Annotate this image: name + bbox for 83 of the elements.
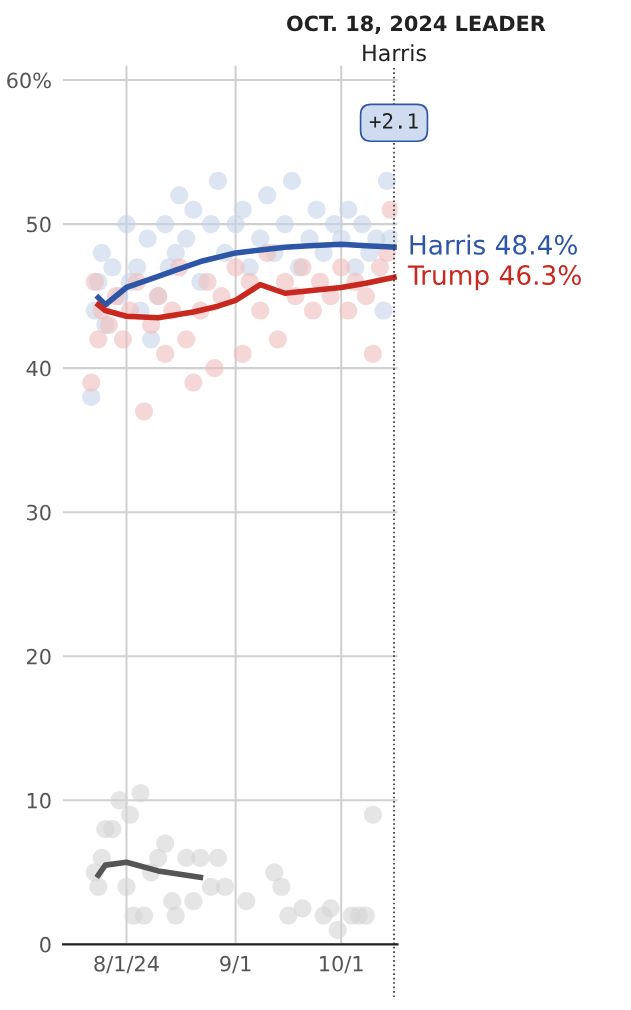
point — [307, 200, 326, 219]
point — [191, 848, 210, 867]
point — [226, 258, 245, 277]
point — [92, 243, 111, 262]
point — [156, 834, 175, 853]
point — [328, 920, 347, 939]
point — [339, 200, 358, 219]
point — [279, 906, 298, 925]
point — [377, 171, 397, 190]
point — [275, 215, 294, 234]
point — [332, 258, 351, 277]
point — [233, 344, 252, 363]
x-tick-label: 10/1 — [320, 955, 363, 974]
y-tick-label: 20 — [27, 648, 51, 665]
point — [89, 330, 108, 349]
point — [208, 848, 228, 867]
point — [85, 272, 104, 291]
point — [293, 899, 312, 918]
point — [282, 171, 301, 190]
point — [156, 215, 175, 234]
point — [177, 229, 196, 248]
x-tick-label: 8/1/24 — [94, 955, 159, 974]
point — [356, 287, 375, 306]
point — [321, 899, 340, 918]
point — [184, 892, 203, 911]
point — [293, 258, 312, 277]
point — [251, 301, 270, 320]
point — [149, 848, 168, 867]
y-tick-label: 10 — [27, 792, 51, 809]
text: Harris — [363, 44, 426, 62]
point — [226, 215, 245, 234]
point — [363, 344, 382, 363]
point — [177, 330, 196, 349]
point — [117, 877, 136, 896]
y-tick-label: 30 — [27, 504, 51, 521]
point — [131, 784, 150, 803]
point — [170, 186, 189, 205]
point — [363, 805, 382, 824]
point — [233, 200, 252, 219]
point — [268, 330, 287, 349]
point — [184, 373, 203, 392]
chart-title: OCT. 18, 2024 LEADER — [287, 15, 546, 34]
point — [135, 906, 154, 925]
y-tick-label: 60% — [7, 72, 51, 89]
point — [135, 402, 154, 421]
point — [138, 229, 157, 248]
point — [89, 877, 108, 896]
point — [275, 272, 294, 291]
point — [166, 906, 185, 925]
point — [184, 200, 203, 219]
y-tick-label: 40 — [26, 360, 51, 377]
point — [205, 359, 224, 378]
point — [370, 258, 389, 277]
point — [215, 877, 235, 896]
point — [113, 330, 132, 349]
point — [120, 805, 140, 824]
point — [381, 200, 398, 219]
point — [82, 373, 101, 392]
point — [208, 171, 228, 190]
point — [251, 229, 270, 248]
point — [198, 272, 217, 291]
point — [156, 344, 175, 363]
point — [163, 892, 182, 911]
point — [374, 301, 393, 320]
point — [110, 791, 129, 810]
series-label: Harris 48.4% — [410, 234, 577, 255]
y-tick-label: 0 — [40, 936, 51, 953]
point — [201, 215, 221, 234]
point — [265, 863, 284, 882]
series-label: Trump 46.3% — [407, 265, 581, 291]
annotation: +2.1 — [369, 113, 418, 129]
point — [117, 215, 136, 234]
x-tick-label: 9/1 — [220, 955, 251, 974]
point — [258, 186, 277, 205]
point — [303, 301, 323, 320]
point — [353, 215, 372, 234]
point — [103, 258, 122, 277]
y-tick-label: 50 — [27, 216, 51, 233]
point — [325, 215, 344, 234]
point — [237, 892, 256, 911]
point — [339, 301, 358, 320]
point — [272, 877, 291, 896]
point — [103, 820, 122, 839]
